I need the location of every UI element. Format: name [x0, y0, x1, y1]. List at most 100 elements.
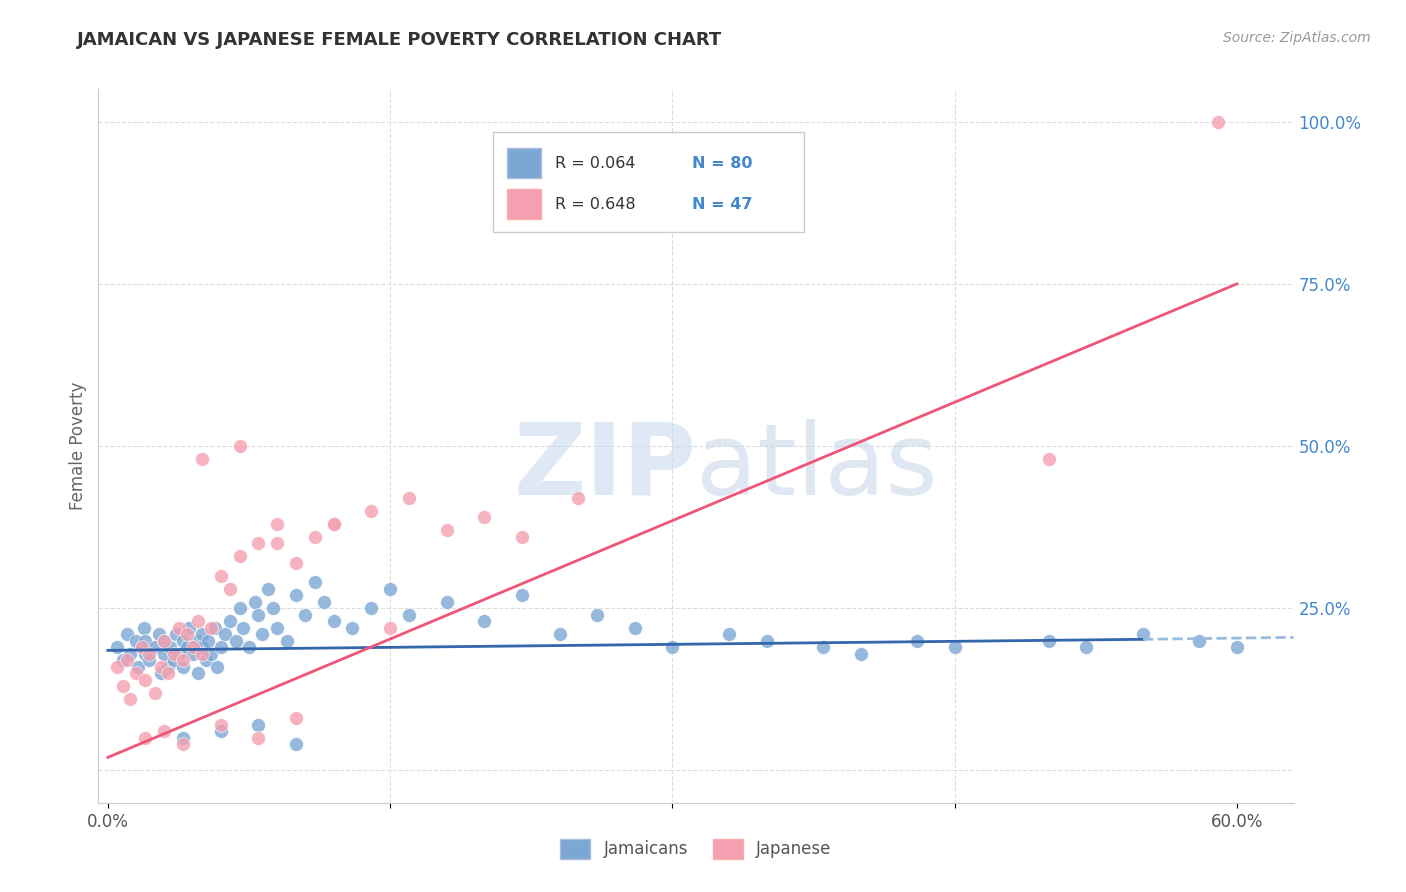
Point [153, 647, 176, 661]
Text: R = 0.064: R = 0.064 [555, 156, 636, 171]
Point [849, 647, 872, 661]
Legend: Jamaicans, Japanese: Jamaicans, Japanese [554, 832, 838, 866]
Point [472, 510, 495, 524]
Text: N = 47: N = 47 [692, 197, 752, 212]
Point [322, 614, 344, 628]
Point [176, 627, 198, 641]
Point [153, 633, 176, 648]
Point [149, 659, 172, 673]
Point [322, 516, 344, 531]
Point [111, 679, 134, 693]
Point [322, 516, 344, 531]
Point [398, 491, 420, 505]
Point [209, 640, 232, 654]
Point [548, 627, 571, 641]
Point [586, 607, 609, 622]
Point [232, 621, 254, 635]
Point [436, 595, 458, 609]
Point [717, 627, 740, 641]
Point [187, 614, 209, 628]
Point [127, 659, 149, 673]
Point [238, 640, 260, 654]
Point [623, 621, 645, 635]
Point [378, 582, 401, 596]
Point [228, 601, 250, 615]
Point [111, 653, 134, 667]
Point [314, 595, 336, 609]
Point [247, 536, 270, 550]
Point [191, 647, 214, 661]
Text: JAMAICAN VS JAPANESE FEMALE POVERTY CORRELATION CHART: JAMAICAN VS JAPANESE FEMALE POVERTY CORR… [77, 31, 723, 49]
Point [1132, 627, 1154, 641]
Point [181, 640, 204, 654]
Point [378, 621, 401, 635]
Point [811, 640, 834, 654]
Point [138, 653, 160, 667]
Point [256, 582, 278, 596]
Point [134, 731, 156, 745]
Point [181, 647, 204, 661]
Point [120, 647, 142, 661]
Point [131, 640, 153, 654]
Point [204, 621, 226, 635]
Y-axis label: Female Poverty: Female Poverty [69, 382, 87, 510]
Point [105, 640, 128, 654]
Point [169, 647, 191, 661]
Point [153, 633, 176, 648]
Point [266, 536, 288, 550]
Point [1038, 633, 1060, 648]
Point [243, 595, 266, 609]
Point [205, 659, 228, 673]
Point [209, 724, 232, 739]
Point [285, 711, 308, 725]
Point [304, 530, 326, 544]
Point [200, 621, 222, 635]
Point [153, 724, 176, 739]
Point [1076, 640, 1098, 654]
Point [115, 653, 138, 667]
Point [228, 549, 250, 564]
Point [169, 621, 191, 635]
Point [149, 666, 172, 681]
Text: atlas: atlas [696, 419, 938, 516]
Point [225, 633, 247, 648]
Point [247, 607, 270, 622]
Point [905, 633, 928, 648]
Point [304, 575, 326, 590]
Point [191, 640, 214, 654]
Point [172, 738, 194, 752]
Point [266, 516, 288, 531]
Point [262, 601, 284, 615]
Point [567, 491, 589, 505]
Point [172, 633, 194, 648]
Point [163, 647, 186, 661]
Point [1038, 452, 1060, 467]
Point [125, 666, 148, 681]
Point [132, 621, 155, 635]
Point [755, 633, 778, 648]
Point [194, 653, 217, 667]
Point [219, 614, 242, 628]
Point [176, 640, 198, 654]
Point [134, 633, 156, 648]
Point [510, 530, 533, 544]
Point [115, 627, 138, 641]
Point [294, 607, 316, 622]
Point [172, 731, 194, 745]
Point [943, 640, 966, 654]
Text: R = 0.648: R = 0.648 [555, 197, 636, 212]
Point [276, 633, 298, 648]
Point [200, 647, 222, 661]
Point [172, 653, 194, 667]
Point [285, 588, 308, 602]
Text: ZIP: ZIP [513, 419, 696, 516]
Point [138, 647, 160, 661]
Point [177, 621, 200, 635]
Point [510, 588, 533, 602]
Point [197, 633, 219, 648]
Point [157, 659, 180, 673]
Point [134, 673, 156, 687]
Point [187, 666, 209, 681]
Point [209, 718, 232, 732]
Point [285, 738, 308, 752]
